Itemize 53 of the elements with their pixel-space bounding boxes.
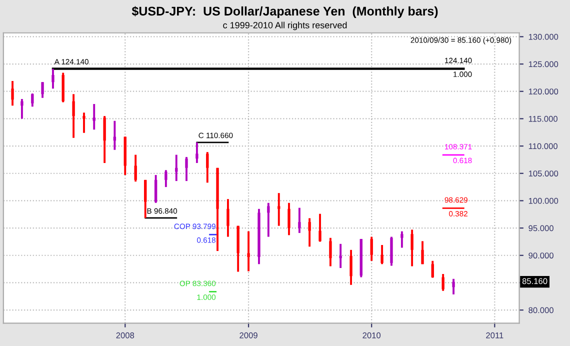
annotation: 85.160	[522, 278, 548, 284]
candlestick	[20, 98, 24, 120]
candlestick	[278, 192, 280, 227]
candlestick	[92, 102, 96, 131]
candlestick	[196, 141, 198, 164]
candlestick	[82, 112, 86, 134]
y-tick-label: 115.000	[528, 116, 558, 122]
y-tick-label: 105.000	[528, 170, 558, 176]
chart-subtitle: c 1999-2010 All rights reserved	[223, 22, 347, 30]
candlestick	[380, 244, 384, 266]
candlestick	[185, 156, 188, 182]
candlestick	[72, 93, 75, 139]
candlestick	[154, 174, 158, 204]
y-tick-label: 80.000	[528, 307, 554, 314]
x-tick-label: 2010	[362, 332, 381, 338]
candlestick	[339, 242, 342, 269]
candlestick	[288, 202, 290, 236]
candlestick	[431, 260, 434, 279]
candlestick	[410, 228, 414, 268]
candlestick	[52, 68, 54, 90]
x-tick-label: 2011	[486, 332, 504, 338]
candlestick	[11, 80, 14, 107]
candlestick	[144, 178, 147, 219]
candlestick	[103, 114, 106, 164]
y-tick-label: 90.000	[528, 252, 554, 258]
candlestick	[370, 236, 373, 262]
candlestick	[329, 236, 332, 268]
candlestick	[308, 217, 311, 248]
candlestick	[452, 278, 455, 296]
candlestick	[267, 202, 270, 238]
candlestick	[442, 272, 444, 292]
candlestick	[298, 206, 301, 234]
candlestick	[350, 248, 352, 286]
y-tick-label: 120.000	[528, 88, 558, 94]
y-tick-label: 100.000	[528, 198, 558, 204]
candlestick	[226, 198, 230, 238]
candlestick	[421, 240, 424, 266]
candlestick	[247, 230, 250, 272]
y-tick-label: 125.000	[528, 61, 558, 68]
y-tick-label: 95.000	[528, 225, 554, 232]
chart-title: $USD-JPY: US Dollar/Japanese Yen (Monthly bars)	[132, 6, 438, 18]
candlestick	[164, 169, 168, 188]
candlestick	[206, 151, 209, 184]
candlestick	[400, 230, 404, 249]
x-tick-label: 2009	[240, 332, 258, 338]
x-tick-label: 2008	[116, 332, 134, 338]
y-tick-label: 110.000	[528, 143, 558, 150]
candlestick	[113, 120, 116, 151]
candlestick	[318, 212, 322, 243]
candlestick	[41, 81, 44, 99]
candlestick	[134, 154, 137, 183]
candlestick	[31, 92, 34, 108]
y-tick-label: 130.000	[528, 34, 558, 40]
